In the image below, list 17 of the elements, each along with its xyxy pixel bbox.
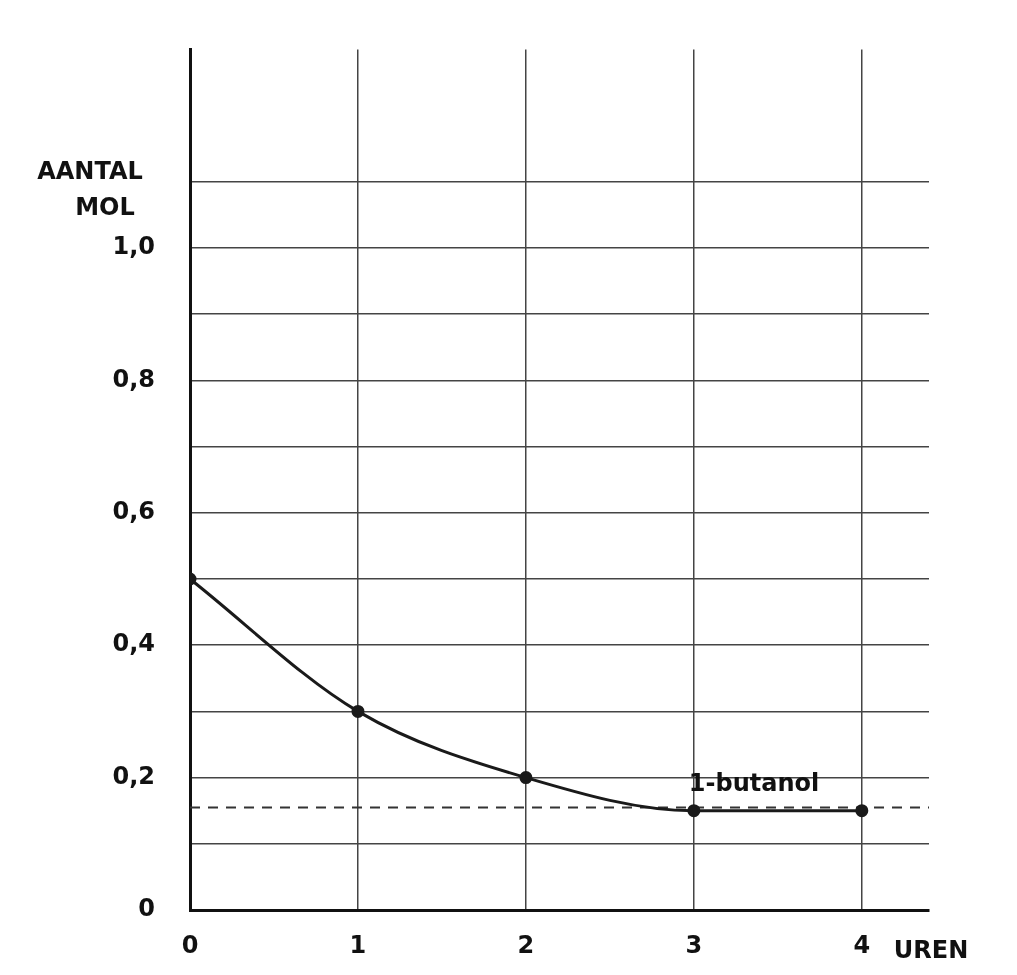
x-tick-label: 1 <box>349 930 367 959</box>
x-tick-label: 4 <box>853 930 871 959</box>
y-tick-label: 0,2 <box>112 761 155 790</box>
x-tick-label: 0 <box>181 930 199 959</box>
y-tick-label: 0 <box>138 894 155 923</box>
point <box>351 704 365 718</box>
x-axis-title: UREN <box>893 936 969 965</box>
y-tick-label: 1,0 <box>112 232 155 261</box>
y-tick-label: 0,4 <box>112 629 155 658</box>
y-axis-title: AANTAL MOL <box>37 157 143 222</box>
point <box>687 804 701 818</box>
x-tick-label: 3 <box>685 930 703 959</box>
point <box>855 804 869 818</box>
x-tick-label: 2 <box>517 930 535 959</box>
y-tick-label: 0,6 <box>112 497 155 526</box>
y-tick-label: 0,8 <box>112 364 155 393</box>
point <box>519 771 533 785</box>
